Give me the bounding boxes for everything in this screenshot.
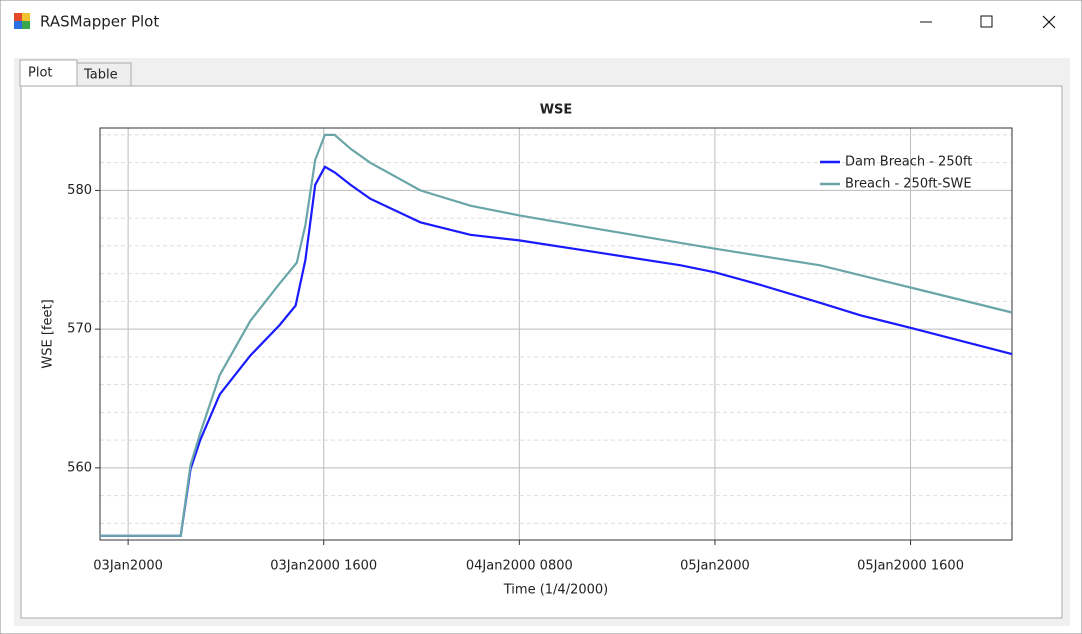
x-tick-label: 03Jan2000	[93, 559, 163, 574]
plot-panel	[20, 85, 1063, 619]
window-title: RASMapper Plot	[40, 13, 159, 31]
tab-label[interactable]: Plot	[28, 66, 53, 81]
y-tick-label: 580	[67, 183, 92, 198]
series-line	[100, 133, 1013, 537]
legend-label: Dam Breach - 250ft	[845, 155, 972, 170]
close-button[interactable]	[1042, 15, 1056, 29]
x-tick-label: 03Jan2000 1600	[270, 559, 377, 574]
tab-label[interactable]: Table	[83, 68, 118, 83]
app-icon	[14, 13, 30, 29]
x-axis-label: Time (1/4/2000)	[503, 583, 608, 598]
chart: WSE WSE [feet] Time (1/4/2000) 560 570 580 03J…	[41, 103, 1013, 598]
legend-label: Breach - 250ft-SWE	[845, 177, 972, 192]
x-tick-label: 04Jan2000 0800	[466, 559, 573, 574]
series-line	[100, 165, 1013, 537]
y-tick-label: 570	[67, 322, 92, 337]
x-tick-label: 05Jan2000	[680, 559, 750, 574]
x-tick-label: 05Jan2000 1600	[857, 559, 964, 574]
chart-title: WSE	[540, 103, 573, 118]
plot-frame	[99, 127, 1013, 541]
maximize-button[interactable]	[980, 15, 993, 28]
y-axis-label: WSE [feet]	[41, 299, 56, 368]
y-tick-label: 560	[67, 460, 92, 475]
